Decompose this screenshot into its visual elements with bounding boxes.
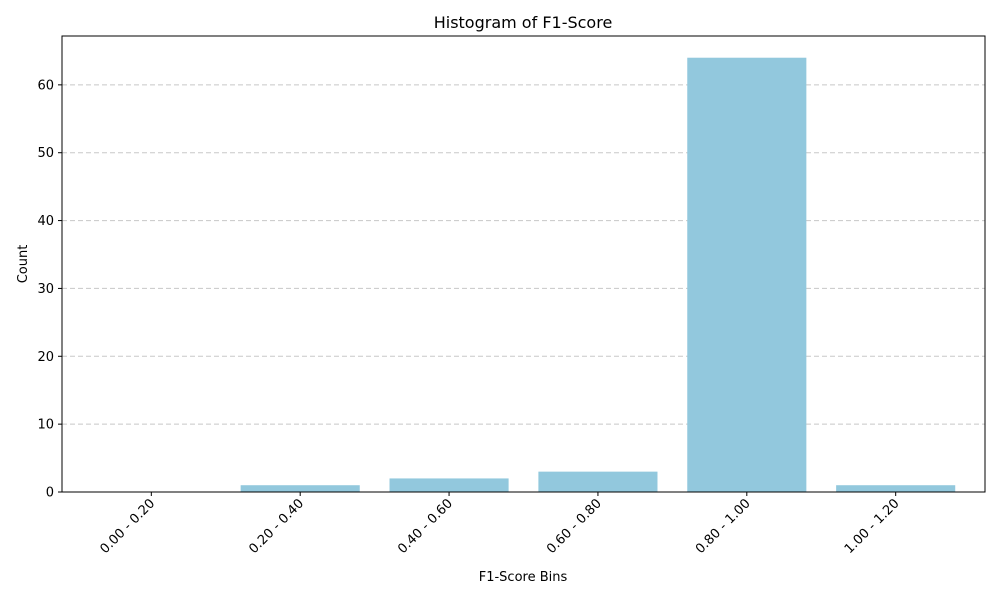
histogram-bar xyxy=(389,478,509,492)
y-tick-label: 50 xyxy=(37,146,54,161)
x-axis-ticks: 0.00 - 0.20 0.20 - 0.40 0.40 - 0.60 0.60 - … xyxy=(97,492,903,557)
histogram-bar xyxy=(836,485,956,492)
y-axis-ticks: 0 10 20 30 40 50 60 xyxy=(37,78,62,501)
x-axis-label: F1-Score Bins xyxy=(479,570,568,585)
histogram-bar xyxy=(687,57,807,492)
histogram-bar xyxy=(538,471,658,492)
y-axis-label: Count xyxy=(16,245,31,284)
plot-frame xyxy=(61,35,986,493)
histogram-bar xyxy=(240,485,360,492)
y-tick-label: 0 xyxy=(46,486,54,501)
x-tick-label: 1.00 - 1.20 xyxy=(842,496,903,557)
bars xyxy=(240,57,956,492)
y-tick-label: 20 xyxy=(37,350,54,365)
y-tick-label: 10 xyxy=(37,418,54,433)
chart-title: Histogram of F1-Score xyxy=(434,13,613,32)
y-tick-label: 30 xyxy=(37,282,54,297)
y-tick-label: 60 xyxy=(37,78,54,93)
grid-lines xyxy=(62,84,985,425)
x-tick-label: 0.00 - 0.20 xyxy=(97,496,158,557)
x-tick-label: 0.80 - 1.00 xyxy=(693,496,754,557)
x-tick-label: 0.20 - 0.40 xyxy=(246,496,307,557)
x-tick-label: 0.60 - 0.80 xyxy=(544,496,605,557)
y-tick-label: 40 xyxy=(37,214,54,229)
x-tick-label: 0.40 - 0.60 xyxy=(395,496,456,557)
